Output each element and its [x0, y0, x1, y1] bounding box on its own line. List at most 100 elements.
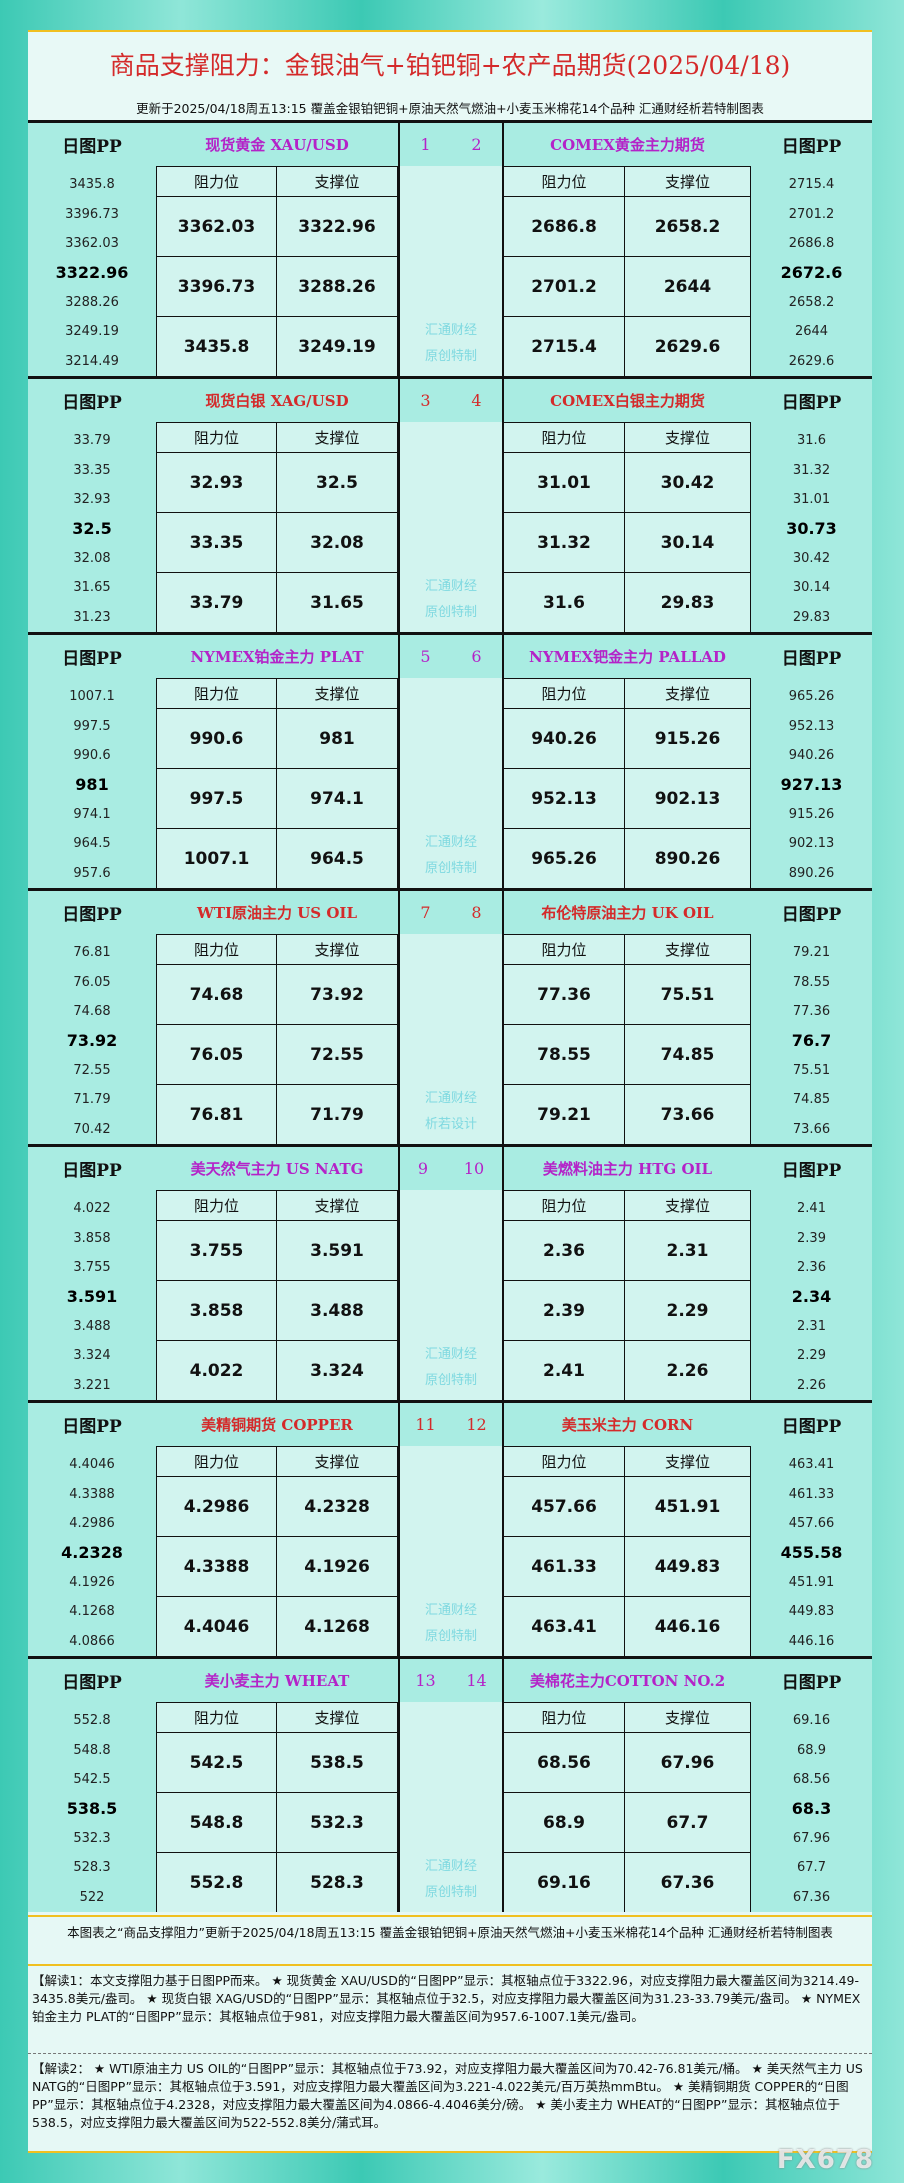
watermark: 汇通财经 原创特制	[400, 1854, 502, 1906]
pivot-point: 32.5	[72, 519, 112, 539]
support-value: 3.591	[277, 1220, 398, 1280]
center-column: 汇通财经 原创特制	[398, 166, 504, 376]
pp-label-left: 日图PP	[62, 1161, 122, 1181]
commodity-section: 日图PP 美精铜期货 COPPER 11 12 美玉米主力 CORN 日图PP 阻力位 支撑位…	[28, 1400, 872, 1656]
pivot-point: 3322.96	[55, 263, 129, 283]
support-value: 3.324	[277, 1340, 398, 1400]
pp-level: 1007.1	[69, 689, 115, 705]
pp-level: 68.56	[792, 1772, 831, 1788]
pp-level: 2.36	[797, 1260, 826, 1276]
resistance-header: 阻力位	[156, 166, 277, 196]
pp-level: 79.21	[792, 945, 831, 961]
resistance-value: 3.755	[156, 1220, 277, 1280]
support-header: 支撑位	[277, 166, 398, 196]
instrument-title-left: 美精铜期货 COPPER	[201, 1416, 353, 1434]
watermark-line: 汇通财经	[424, 1347, 477, 1362]
resistance-value: 4.3388	[156, 1536, 277, 1596]
pp-level: 902.13	[788, 836, 835, 852]
page-title: 商品支撑阻力：金银油气+铂钯铜+农产品期货(2025/04/18)	[109, 51, 791, 80]
support-value: 2644	[625, 256, 751, 316]
pp-level: 4.4046	[69, 1457, 115, 1473]
instrument-title-right: COMEX黄金主力期货	[550, 136, 705, 154]
section-number-right: 12	[466, 1415, 487, 1434]
pp-level: 69.16	[792, 1713, 831, 1729]
resistance-value: 552.8	[156, 1852, 277, 1912]
resistance-value: 952.13	[504, 768, 625, 828]
pp-level: 461.33	[788, 1486, 835, 1502]
support-value: 2.31	[625, 1220, 751, 1280]
pp-levels-right: 2715.4 2701.2 2686.8 2672.6 2658.2 2644 2629.6	[751, 166, 872, 376]
instrument-title-left: NYMEX铂金主力 PLAT	[190, 648, 364, 666]
pp-level: 457.66	[788, 1516, 835, 1532]
resistance-header: 阻力位	[156, 1190, 277, 1220]
support-header: 支撑位	[277, 678, 398, 708]
pp-label-right: 日图PP	[781, 1673, 842, 1693]
pp-label-right: 日图PP	[781, 393, 842, 413]
commodity-section: 日图PP 现货白银 XAG/USD 3 4 COMEX白银主力期货 日图PP 阻力位 支撑位 3…	[28, 376, 872, 632]
instrument-title-left: 现货白银 XAG/USD	[205, 392, 349, 410]
watermark: 汇通财经 原创特制	[400, 1598, 502, 1650]
pp-level: 990.6	[73, 748, 111, 764]
resistance-value: 463.41	[504, 1596, 625, 1656]
pp-label-right: 日图PP	[781, 1417, 842, 1437]
pp-level: 3.755	[73, 1260, 111, 1276]
pp-level: 75.51	[792, 1062, 831, 1078]
pp-level: 31.65	[73, 580, 111, 596]
pp-label-left: 日图PP	[62, 393, 122, 413]
pp-level: 73.66	[792, 1121, 831, 1137]
center-column: 汇通财经 原创特制	[398, 678, 504, 888]
pp-level: 31.01	[792, 492, 831, 508]
pp-label-left: 日图PP	[62, 137, 122, 157]
resistance-value: 68.56	[504, 1732, 625, 1792]
pp-label-right: 日图PP	[781, 1161, 842, 1181]
resistance-value: 457.66	[504, 1476, 625, 1536]
pivot-point: 3.591	[66, 1287, 118, 1307]
pp-level: 33.35	[73, 462, 111, 478]
pp-level: 74.68	[73, 1004, 111, 1020]
resistance-value: 76.05	[156, 1024, 277, 1084]
pp-level: 3362.03	[65, 236, 119, 252]
pivot-point: 2672.6	[780, 263, 843, 283]
support-value: 73.66	[625, 1084, 751, 1144]
pp-level: 965.26	[788, 689, 835, 705]
support-header: 支撑位	[625, 1190, 751, 1220]
pp-level: 451.91	[788, 1574, 835, 1590]
support-value: 71.79	[277, 1084, 398, 1144]
resistance-value: 4.2986	[156, 1476, 277, 1536]
pp-label-right: 日图PP	[781, 137, 842, 157]
pp-level: 2629.6	[788, 353, 835, 369]
watermark-line: 汇通财经	[424, 323, 477, 338]
support-header: 支撑位	[625, 934, 751, 964]
support-value: 974.1	[277, 768, 398, 828]
commodity-section: 日图PP 现货黄金 XAU/USD 1 2 COMEX黄金主力期货 日图PP 阻力位 支撑位 3…	[28, 120, 872, 376]
resistance-value: 77.36	[504, 964, 625, 1024]
pp-levels-left: 3435.8 3396.73 3362.03 3322.96 3288.26 3249.1…	[28, 166, 156, 376]
support-value: 67.36	[625, 1852, 751, 1912]
pp-level: 2644	[794, 324, 829, 340]
support-header: 支撑位	[277, 934, 398, 964]
support-value: 446.16	[625, 1596, 751, 1656]
pp-levels-right: 463.41 461.33 457.66 455.58 451.91 449.83 446.…	[751, 1446, 872, 1656]
pp-level: 2.26	[797, 1377, 826, 1393]
instrument-title-right: NYMEX钯金主力 PALLAD	[529, 648, 726, 666]
support-header: 支撑位	[277, 1702, 398, 1732]
watermark: 汇通财经 原创特制	[400, 830, 502, 882]
section-numbers: 13 14	[398, 1659, 504, 1702]
resistance-header: 阻力位	[504, 422, 625, 452]
support-value: 2658.2	[625, 196, 751, 256]
pp-level: 974.1	[73, 806, 111, 822]
pp-level: 3249.19	[65, 324, 119, 340]
support-header: 支撑位	[277, 422, 398, 452]
watermark-line: 汇通财经	[424, 579, 477, 594]
resistance-header: 阻力位	[156, 1446, 277, 1476]
resistance-value: 990.6	[156, 708, 277, 768]
resistance-header: 阻力位	[504, 1190, 625, 1220]
resistance-header: 阻力位	[504, 934, 625, 964]
pp-level: 528.3	[73, 1860, 111, 1876]
pivot-point: 538.5	[66, 1799, 118, 1819]
pp-level: 32.93	[73, 492, 111, 508]
support-value: 4.1268	[277, 1596, 398, 1656]
section-number-left: 3	[420, 391, 431, 410]
resistance-header: 阻力位	[504, 678, 625, 708]
